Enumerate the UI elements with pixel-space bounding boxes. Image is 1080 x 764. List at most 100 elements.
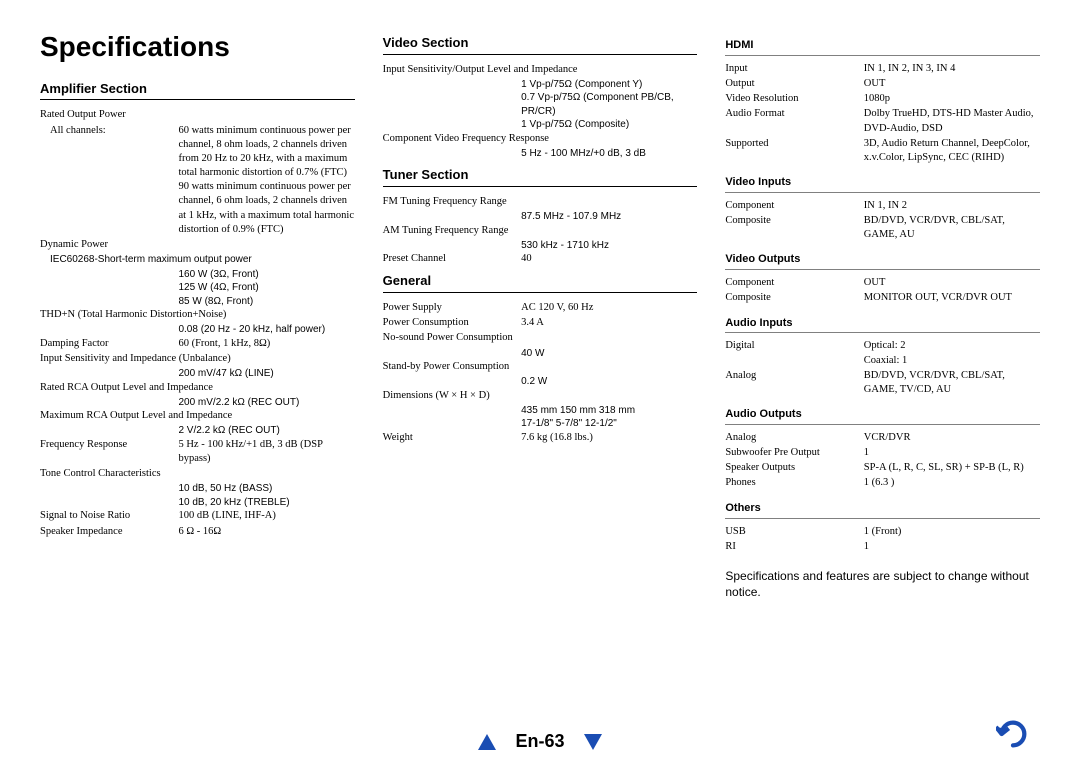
phones-label: Phones	[725, 476, 863, 490]
component-in-label: Component	[725, 199, 863, 213]
psu-label: Power Supply	[383, 301, 521, 315]
hdmi-heading: HDMI	[725, 38, 1040, 56]
usb-label: USB	[725, 525, 863, 539]
spk-out-value: SP-A (L, R, C, SL, SR) + SP-B (L, R)	[864, 461, 1040, 475]
composite-out-label: Composite	[725, 291, 863, 305]
rca-max-value: 2 V/2.2 kΩ (REC OUT)	[178, 424, 354, 438]
rca-out-value: 200 mV/2.2 kΩ (REC OUT)	[178, 396, 354, 410]
iec-label: IEC60268-Short-term maximum output power	[40, 253, 355, 267]
tuner-section-heading: Tuner Section	[383, 166, 698, 187]
supported-value: 3D, Audio Return Channel, DeepColor, x.v…	[864, 137, 1040, 165]
freq-label: Frequency Response	[40, 438, 178, 452]
standby-value: 0.2 W	[521, 375, 697, 389]
amplifier-section-heading: Amplifier Section	[40, 80, 355, 101]
tone-value-2: 10 dB, 20 kHz (TREBLE)	[178, 496, 354, 510]
nosound-label: No-sound Power Consumption	[383, 331, 698, 345]
spk-out-label: Speaker Outputs	[725, 461, 863, 475]
damping-value: 60 (Front, 1 kHz, 8Ω)	[178, 337, 354, 351]
video-sens-3: 1 Vp-p/75Ω (Composite)	[521, 118, 697, 132]
prev-page-icon[interactable]	[478, 734, 496, 750]
page-title: Specifications	[40, 28, 355, 66]
video-section-heading: Video Section	[383, 34, 698, 55]
comp-freq-value: 5 Hz - 100 MHz/+0 dB, 3 dB	[521, 147, 697, 161]
hdmi-output-label: Output	[725, 77, 863, 91]
thd-value: 0.08 (20 Hz - 20 kHz, half power)	[178, 323, 354, 337]
rated-output-label: Rated Output Power	[40, 108, 355, 122]
all-channels-label: All channels:	[40, 124, 178, 138]
component-in-value: IN 1, IN 2	[864, 199, 1040, 213]
component-out-label: Component	[725, 276, 863, 290]
back-icon[interactable]	[996, 717, 1030, 756]
column-2: Video Section Input Sensitivity/Output L…	[383, 28, 698, 680]
video-sens-1: 1 Vp-p/75Ω (Component Y)	[521, 78, 697, 92]
analog-in-value: BD/DVD, VCR/DVR, CBL/SAT, GAME, TV/CD, A…	[864, 369, 1040, 397]
ri-label: RI	[725, 540, 863, 554]
dynamic-power-value-3: 85 W (8Ω, Front)	[178, 295, 354, 309]
tone-value-1: 10 dB, 50 Hz (BASS)	[178, 482, 354, 496]
analog-in-label: Analog	[725, 369, 863, 383]
rca-out-label: Rated RCA Output Level and Impedance	[40, 381, 355, 395]
dynamic-power-value-2: 125 W (4Ω, Front)	[178, 281, 354, 295]
all-channels-value: 60 watts minimum continuous power per ch…	[178, 124, 354, 237]
phones-value: 1 (6.3 )	[864, 476, 1040, 490]
hdmi-input-label: Input	[725, 62, 863, 76]
comp-freq-label: Component Video Frequency Response	[383, 132, 698, 146]
snr-label: Signal to Noise Ratio	[40, 509, 178, 523]
digital-in-value: Optical: 2 Coaxial: 1	[864, 339, 1040, 367]
general-section-heading: General	[383, 272, 698, 293]
weight-value: 7.6 kg (16.8 lbs.)	[521, 431, 697, 445]
dim-label: Dimensions (W × H × D)	[383, 389, 521, 403]
sensitivity-value: 200 mV/47 kΩ (LINE)	[178, 367, 354, 381]
video-inputs-heading: Video Inputs	[725, 175, 1040, 193]
dynamic-power-label: Dynamic Power	[40, 238, 355, 252]
spk-imp-label: Speaker Impedance	[40, 525, 178, 539]
preset-label: Preset Channel	[383, 252, 521, 266]
weight-label: Weight	[383, 431, 521, 445]
psu-value: AC 120 V, 60 Hz	[521, 301, 697, 315]
audio-outputs-heading: Audio Outputs	[725, 407, 1040, 425]
page-content: Specifications Amplifier Section Rated O…	[0, 0, 1080, 680]
audio-inputs-heading: Audio Inputs	[725, 316, 1040, 334]
composite-in-value: BD/DVD, VCR/DVR, CBL/SAT, GAME, AU	[864, 214, 1040, 242]
power-cons-label: Power Consumption	[383, 316, 521, 330]
composite-in-label: Composite	[725, 214, 863, 228]
video-sens-label: Input Sensitivity/Output Level and Imped…	[383, 63, 698, 77]
ri-value: 1	[864, 540, 1040, 554]
others-heading: Others	[725, 501, 1040, 519]
column-1: Specifications Amplifier Section Rated O…	[40, 28, 355, 680]
power-cons-value: 3.4 A	[521, 316, 697, 330]
hdmi-output-value: OUT	[864, 77, 1040, 91]
audio-format-value: Dolby TrueHD, DTS-HD Master Audio, DVD-A…	[864, 107, 1040, 135]
composite-out-value: MONITOR OUT, VCR/DVR OUT	[864, 291, 1040, 305]
change-notice: Specifications and features are subject …	[725, 568, 1040, 600]
audio-format-label: Audio Format	[725, 107, 863, 121]
usb-value: 1 (Front)	[864, 525, 1040, 539]
preset-value: 40	[521, 252, 697, 266]
dim-value-2: 17-1/8" 5-7/8" 12-1/2"	[521, 417, 697, 431]
vres-label: Video Resolution	[725, 92, 863, 106]
component-out-value: OUT	[864, 276, 1040, 290]
analog-out-label: Analog	[725, 431, 863, 445]
tone-label: Tone Control Characteristics	[40, 467, 355, 481]
standby-label: Stand-by Power Consumption	[383, 360, 698, 374]
fm-value: 87.5 MHz - 107.9 MHz	[521, 210, 697, 224]
dynamic-power-value-1: 160 W (3Ω, Front)	[178, 268, 354, 282]
thd-label: THD+N (Total Harmonic Distortion+Noise)	[40, 308, 355, 322]
nosound-value: 40 W	[521, 347, 697, 361]
am-label: AM Tuning Frequency Range	[383, 224, 698, 238]
rca-max-label: Maximum RCA Output Level and Impedance	[40, 409, 355, 423]
supported-label: Supported	[725, 137, 863, 151]
freq-value: 5 Hz - 100 kHz/+1 dB, 3 dB (DSP bypass)	[178, 438, 354, 466]
page-footer: En-63	[0, 730, 1080, 752]
fm-label: FM Tuning Frequency Range	[383, 195, 698, 209]
sensitivity-label: Input Sensitivity and Impedance (Unbalan…	[40, 352, 355, 366]
subwoofer-value: 1	[864, 446, 1040, 460]
next-page-icon[interactable]	[584, 734, 602, 750]
analog-out-value: VCR/DVR	[864, 431, 1040, 445]
vres-value: 1080p	[864, 92, 1040, 106]
damping-label: Damping Factor	[40, 337, 178, 351]
subwoofer-label: Subwoofer Pre Output	[725, 446, 863, 460]
digital-in-label: Digital	[725, 339, 863, 353]
video-outputs-heading: Video Outputs	[725, 252, 1040, 270]
column-3: HDMI InputIN 1, IN 2, IN 3, IN 4 OutputO…	[725, 28, 1040, 680]
